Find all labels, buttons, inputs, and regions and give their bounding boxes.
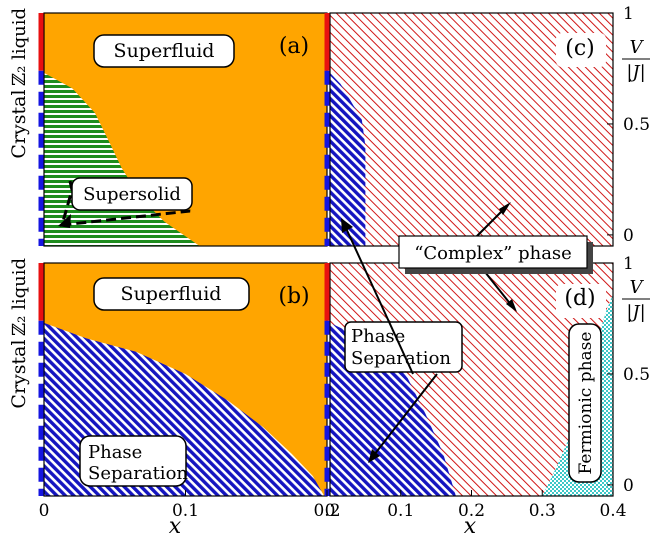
phase-separation-region-c (330, 72, 366, 246)
z2-liquid-label-bottom: ℤ₂ liquid (9, 258, 30, 336)
xlabel-right: x (464, 514, 477, 537)
phase-sep-arrow-down-line (373, 373, 438, 456)
ytick-label-c-0: 0 (623, 226, 634, 246)
phase-separation-box-d (344, 321, 463, 373)
ytick-label-c-0.5: 0.5 (623, 115, 650, 135)
xlabel-left: x (169, 514, 182, 537)
bottom-axis: 0 0.1 0.20 0.1 0.2 0.3 0.4 (39, 490, 627, 521)
ylabel-numerator-bottom: V (630, 277, 645, 298)
fermionic-label: Fermionic phase (576, 332, 596, 475)
phase-separation-label-b-line1: Phase (88, 442, 142, 463)
ytick-label-d-0: 0 (623, 476, 634, 496)
xtick-label-right-0.2: 0.2 (458, 501, 485, 521)
panel-d: (d) Phase Separation Fermionic phase (329, 262, 614, 497)
panel-b-label: (b) (278, 284, 309, 309)
ylabel-denominator-top: |J| (626, 62, 645, 83)
panel-d-label-bg (556, 284, 606, 318)
xtick-label-left-0.1: 0.1 (172, 501, 199, 521)
complex-arrow-up-line (474, 206, 507, 239)
panel-a-frame (43, 12, 328, 247)
phase-separation-label-d-line2: Separation (351, 348, 451, 369)
right-axis: 0 0.5 1 0 0.5 1 (607, 4, 650, 496)
fermionic-box (568, 323, 602, 483)
panel-c: (c) (329, 12, 614, 247)
xtick-label-right-0.3: 0.3 (529, 501, 556, 521)
panel-c-label: (c) (565, 36, 595, 61)
superfluid-label-b: Superfluid (121, 283, 222, 305)
complex-arrow-up-head (499, 202, 511, 215)
ylabel-denominator-bottom: |J| (626, 302, 645, 323)
xtick-label-left-0.2: 0.2 (313, 501, 340, 521)
xtick-label-right-0: 0 (325, 501, 336, 521)
complex-phase-label: “Complex” phase (414, 243, 572, 264)
left-axis-labels: Crystal ℤ₂ liquid Crystal ℤ₂ liquid (8, 8, 30, 409)
z2-liquid-label-top: ℤ₂ liquid (9, 8, 30, 86)
superfluid-label-a: Superfluid (114, 40, 215, 62)
phase-sep-arrow-up-head (341, 218, 353, 233)
phase-sep-arrow-up-line (344, 225, 414, 375)
ytick-label-d-1: 1 (623, 254, 634, 274)
panel-d-label: (d) (564, 286, 595, 311)
xtick-label-right-0.4: 0.4 (599, 501, 626, 521)
y-axis-title-bottom: V |J| (622, 277, 650, 323)
panel-c-label-bg (556, 33, 606, 67)
phase-separation-label-b-line2: Separation (88, 463, 188, 484)
supersolid-arrowhead (58, 214, 71, 228)
y-axis-title-top: V |J| (622, 37, 650, 83)
complex-arrow-down-head (506, 299, 517, 312)
phase-separation-label-d-line1: Phase (351, 326, 405, 347)
left-axis-bars (38, 13, 330, 496)
superfluid-box-a (93, 34, 235, 68)
panel-a: Superfluid (a) Supersolid (43, 12, 328, 247)
phase-separation-box-b (79, 435, 187, 487)
phase-separation-arrows (341, 218, 438, 463)
superfluid-box-b (93, 277, 250, 311)
supersolid-box (71, 177, 193, 211)
crystal-label-bottom: Crystal (8, 339, 30, 408)
ytick-label-d-0.5: 0.5 (623, 365, 650, 385)
complex-phase-box (398, 235, 588, 269)
complex-phase-callout: “Complex” phase (398, 202, 593, 312)
supersolid-label: Supersolid (83, 184, 181, 205)
crystal-label-top: Crystal (8, 89, 30, 158)
xtick-label-right-0.1: 0.1 (387, 501, 414, 521)
complex-arrow-down-line (484, 271, 513, 307)
panel-b: Superfluid (b) Phase Separation (43, 262, 328, 497)
panel-a-label: (a) (279, 34, 309, 59)
ytick-label-c-1: 1 (623, 4, 634, 24)
ylabel-numerator-top: V (630, 37, 645, 58)
xtick-label-left-0: 0 (39, 501, 50, 521)
phase-sep-arrow-down-head (368, 449, 380, 463)
